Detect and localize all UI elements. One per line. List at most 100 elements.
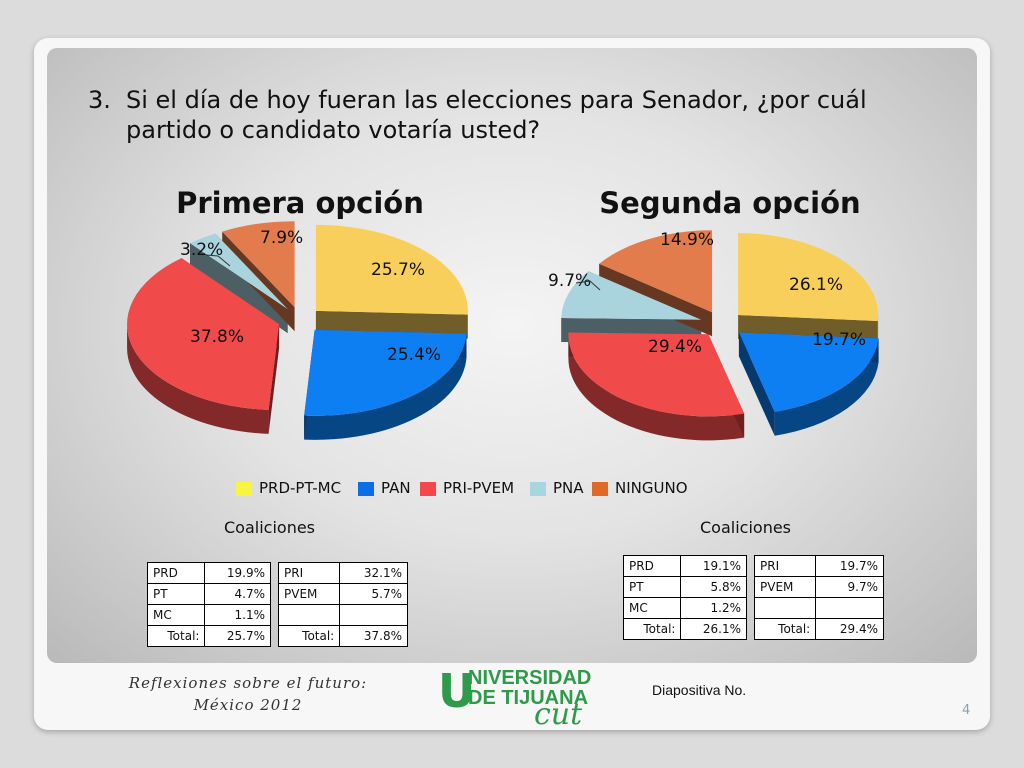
table-row: MC 1.2%: [622, 597, 747, 619]
legend-swatch: [420, 482, 436, 496]
pie-label-pan: 19.7%: [812, 330, 866, 350]
pie-slice-edge-pan-1: [738, 332, 775, 436]
table-cell-party: MC: [146, 604, 206, 626]
pie-slice-pan: [304, 329, 467, 416]
table-total-value: 29.4%: [815, 618, 884, 640]
chart-title-primera: Primera opción: [176, 186, 424, 220]
table-total-label: Total:: [622, 618, 682, 640]
table-cell-party: PVEM: [753, 576, 817, 598]
pie-label-prd-pt-mc: 25.7%: [371, 260, 425, 280]
pie-slice-pna: [190, 233, 288, 310]
table-total-row: Total: 25.7%: [146, 625, 271, 647]
pie-label-pan: 25.4%: [387, 345, 441, 365]
pie-slice-ninguno: [222, 221, 295, 308]
table-cell-party: PT: [622, 576, 682, 598]
table-cell-value: 19.1%: [680, 555, 747, 577]
pie-slice-prd-pt-mc: [315, 224, 468, 315]
table-row: MC 1.1%: [146, 604, 271, 626]
pie-slice-wall-pri-pvem: [127, 324, 269, 434]
legend-swatch: [530, 482, 546, 496]
chart-title-segunda: Segunda opción: [599, 186, 861, 220]
pie-slice-pan: [738, 332, 879, 412]
table-total-value: 37.8%: [339, 625, 408, 647]
table-cell-party: [753, 597, 817, 619]
table-cell-party: PRI: [277, 562, 341, 584]
pie-label-ninguno: 14.9%: [660, 230, 714, 250]
table-total-row: Total: 26.1%: [622, 618, 747, 640]
table-cell-value: [339, 604, 408, 626]
table-row: PRI 19.7%: [753, 555, 884, 577]
table-cell-party: PRI: [753, 555, 817, 577]
logo-u: U: [438, 664, 476, 718]
pie-label-pna: 9.7%: [548, 271, 591, 291]
pie-slice-edge-pri-pvem-0: [268, 324, 280, 434]
pie-leader-line: [575, 280, 601, 291]
table-row: PVEM 9.7%: [753, 576, 884, 598]
table-total-label: Total:: [753, 618, 817, 640]
pie-label-pna: 3.2%: [180, 240, 223, 260]
pie-label-pri-pvem: 37.8%: [190, 327, 244, 347]
table-cell-party: [277, 604, 341, 626]
table-total-label: Total:: [146, 625, 206, 647]
pie-label-ninguno: 7.9%: [260, 228, 303, 248]
logo-line-2: DE TIJUANA: [468, 687, 589, 709]
pie-slice-wall-pan: [774, 338, 879, 436]
table-cell-party: PT: [146, 583, 206, 605]
logo-line-1: NIVERSIDAD: [468, 667, 592, 689]
slide-label: Diapositiva No.: [652, 682, 747, 698]
table-row: PT 4.7%: [146, 583, 271, 605]
pie-slice-wall-pan: [304, 333, 467, 440]
legend-swatch: [358, 482, 374, 496]
table-row: PRD 19.1%: [622, 555, 747, 577]
table-row: PVEM 5.7%: [277, 583, 408, 605]
coalition-title-right: Coaliciones: [700, 518, 792, 537]
coalition-table-left-prd: PRD 19.9% PT 4.7% MC 1.1% Total: 25.7%: [146, 562, 271, 647]
table-cell-party: PRD: [622, 555, 682, 577]
pie-slice-pna: [561, 271, 702, 320]
table-cell-party: PRD: [146, 562, 206, 584]
table-row: PRD 19.9%: [146, 562, 271, 584]
table-cell-party: MC: [622, 597, 682, 619]
pie-leader-line: [205, 254, 231, 267]
universidad-logo: U NIVERSIDAD DE TIJUANA cut: [438, 664, 598, 730]
page-number: 4: [962, 703, 971, 718]
legend-swatch: [236, 482, 252, 496]
question-number: 3.: [88, 86, 111, 114]
table-total-row: Total: 37.8%: [277, 625, 408, 647]
pie-slice-pri-pvem: [127, 258, 280, 410]
pie-label-pri-pvem: 29.4%: [648, 337, 702, 357]
table-cell-value: 1.2%: [680, 597, 747, 619]
pie-slice-wall-pri-pvem: [568, 334, 745, 441]
table-cell-party: PVEM: [277, 583, 341, 605]
table-row: [753, 597, 884, 619]
table-row: PRI 32.1%: [277, 562, 408, 584]
table-row: [277, 604, 408, 626]
table-total-value: 26.1%: [680, 618, 747, 640]
legend-label: PAN: [381, 479, 411, 497]
table-cell-value: 5.7%: [339, 583, 408, 605]
pie-slice-edge-pna-0: [190, 243, 288, 334]
table-cell-value: 32.1%: [339, 562, 408, 584]
coalition-table-right-pri: PRI 19.7% PVEM 9.7% Total: 29.4%: [753, 555, 884, 640]
table-cell-value: 19.9%: [204, 562, 271, 584]
legend-swatch: [592, 482, 608, 496]
legend-label: PRI-PVEM: [443, 479, 515, 497]
table-cell-value: 19.7%: [815, 555, 884, 577]
coalition-table-right-prd: PRD 19.1% PT 5.8% MC 1.2% Total: 26.1%: [622, 555, 747, 640]
table-cell-value: 9.7%: [815, 576, 884, 598]
footer-tagline: Reflexiones sobre el futuro: México 2012: [118, 672, 378, 716]
question-body: Si el día de hoy fueran las elecciones p…: [126, 86, 867, 144]
coalition-table-left-pri: PRI 32.1% PVEM 5.7% Total: 37.8%: [277, 562, 408, 647]
pie-segunda: 26.1% 19.7% 29.4% 9.7% 14.9%: [548, 230, 879, 441]
legend-label: PRD-PT-MC: [259, 479, 342, 497]
pie-label-prd-pt-mc: 26.1%: [789, 275, 843, 295]
table-total-row: Total: 29.4%: [753, 618, 884, 640]
table-cell-value: 1.1%: [204, 604, 271, 626]
table-row: PT 5.8%: [622, 576, 747, 598]
table-cell-value: 5.8%: [680, 576, 747, 598]
table-cell-value: [815, 597, 884, 619]
table-total-label: Total:: [277, 625, 341, 647]
table-cell-value: 4.7%: [204, 583, 271, 605]
legend-label: PNA: [553, 479, 584, 497]
